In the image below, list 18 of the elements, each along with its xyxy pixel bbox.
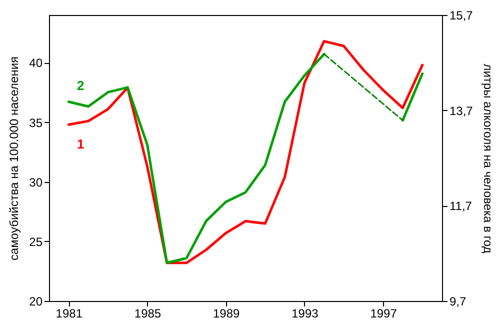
series-label: 1: [77, 136, 84, 152]
y2-tick-label: 11,7: [450, 199, 472, 214]
x-tick-label: 1989: [213, 306, 240, 320]
y-tick-label: 25: [29, 234, 43, 249]
x-tick-label: 1985: [134, 306, 162, 320]
y2-tick-label: 13,7: [450, 104, 474, 118]
y2-axis-title: литры алкоголя на человека в год: [480, 64, 495, 254]
x-tick-label: 1997: [370, 306, 398, 320]
y-tick-label: 35: [29, 116, 43, 130]
x-tick-label: 1993: [292, 306, 319, 320]
x-tick-label: 1981: [56, 306, 83, 320]
series-label: 2: [77, 78, 84, 93]
y2-tick-label: 15,7: [450, 8, 474, 22]
y2-tick-label: 9,7: [450, 294, 467, 308]
y-tick-label: 40: [29, 56, 43, 70]
y-axis-title: самоубийства на 100.000 населения: [7, 56, 22, 261]
y-tick-label: 20: [29, 294, 43, 308]
y-tick-label: 30: [29, 175, 43, 190]
